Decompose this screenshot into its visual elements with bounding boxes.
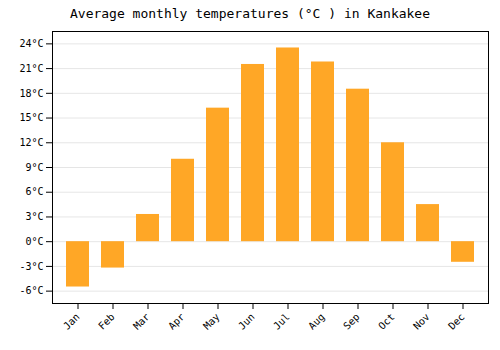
svg-text:Mar: Mar — [131, 311, 152, 332]
svg-text:6°C: 6°C — [25, 186, 43, 197]
svg-text:3°C: 3°C — [25, 211, 43, 222]
svg-text:Apr: Apr — [166, 311, 187, 332]
svg-text:18°C: 18°C — [19, 88, 43, 99]
svg-text:12°C: 12°C — [19, 137, 43, 148]
html-text:Average monthly temperatures (: Average monthly temperatures (°C ) in Ka… — [70, 6, 430, 21]
svg-text:Dec: Dec — [446, 311, 467, 332]
svg-text:Oct: Oct — [376, 311, 397, 332]
svg-text:Jul: Jul — [271, 311, 292, 332]
svg-text:Sep: Sep — [341, 311, 362, 332]
svg-text:Jan: Jan — [61, 311, 82, 332]
svg-text:Feb: Feb — [96, 311, 117, 332]
svg-text:Nov: Nov — [411, 311, 432, 332]
svg-text:15°C: 15°C — [19, 112, 43, 123]
svg-text:Jun: Jun — [236, 311, 257, 332]
svg-text:0°C: 0°C — [25, 236, 43, 247]
svg-text:24°C: 24°C — [19, 38, 43, 49]
svg-text:21°C: 21°C — [19, 63, 43, 74]
svg-text:May: May — [201, 311, 222, 332]
svg-text:Aug: Aug — [306, 311, 327, 332]
svg-text:-6°C: -6°C — [19, 285, 43, 296]
svg-text:9°C: 9°C — [25, 162, 43, 173]
svg-text:-3°C: -3°C — [19, 261, 43, 272]
